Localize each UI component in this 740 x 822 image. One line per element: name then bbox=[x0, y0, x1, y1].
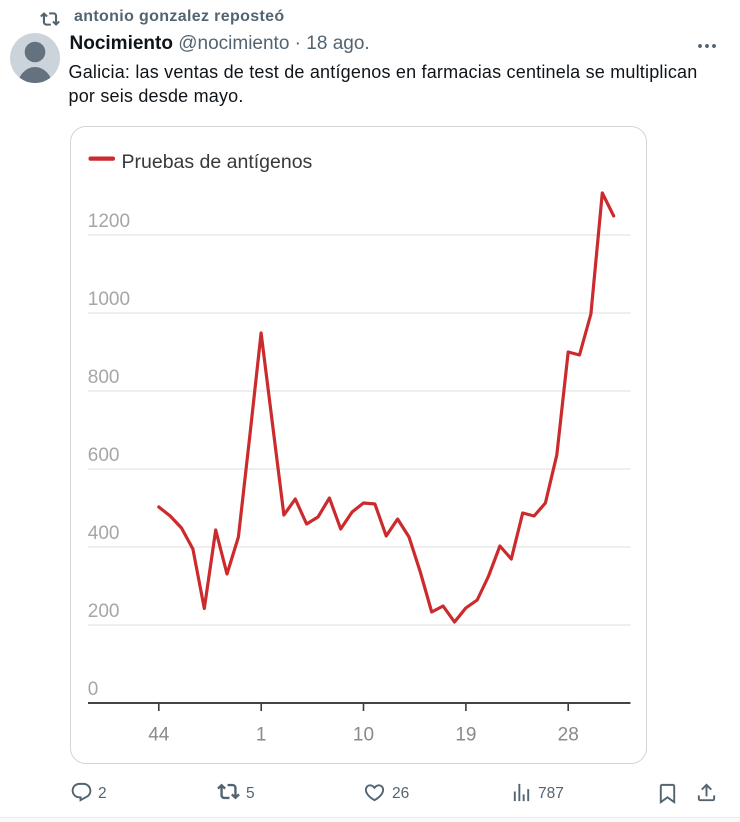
svg-text:1200: 1200 bbox=[88, 211, 130, 232]
svg-text:10: 10 bbox=[353, 725, 374, 746]
svg-text:600: 600 bbox=[88, 445, 120, 466]
svg-text:400: 400 bbox=[88, 523, 120, 544]
svg-text:Pruebas de antígenos: Pruebas de antígenos bbox=[122, 151, 313, 173]
svg-text:800: 800 bbox=[88, 367, 120, 388]
svg-text:44: 44 bbox=[148, 725, 170, 746]
svg-text:0: 0 bbox=[88, 679, 99, 700]
svg-text:1: 1 bbox=[256, 725, 267, 746]
svg-text:1000: 1000 bbox=[88, 289, 130, 310]
svg-text:19: 19 bbox=[455, 725, 476, 746]
svg-text:28: 28 bbox=[558, 725, 579, 746]
svg-text:200: 200 bbox=[88, 601, 120, 622]
